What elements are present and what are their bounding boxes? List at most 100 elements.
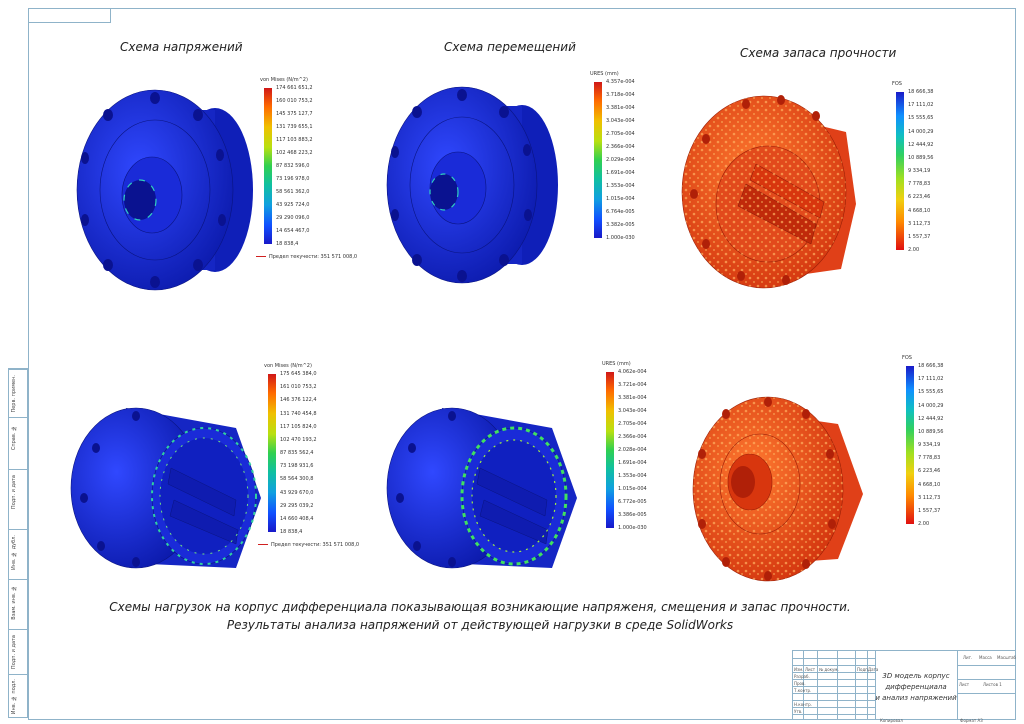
legend-value: 160 010 753,2 xyxy=(276,98,313,104)
legend-value: 14 000,29 xyxy=(908,128,934,135)
stamp-sheet: Лист xyxy=(959,682,970,687)
legend-value: 146 376 122,4 xyxy=(280,397,317,404)
legend-value: 14 660 408,4 xyxy=(280,515,314,522)
drawing-frame xyxy=(28,8,1016,720)
legend-value: 15 555,65 xyxy=(908,115,934,122)
legend-value: 4 668,10 xyxy=(918,481,941,488)
legend-value: 3.381e-004 xyxy=(606,105,635,111)
legend-value: 1.691e-004 xyxy=(606,170,635,176)
stamp-doc: № докум. xyxy=(819,667,839,672)
title-block: Изм. Лист № докум. Подп. Дата Разраб. Пр… xyxy=(792,650,1016,720)
legend-value: 3.386e-005 xyxy=(618,512,647,518)
legend-value: 43 925 724,0 xyxy=(276,202,310,208)
legend-value: 3.043e-004 xyxy=(606,118,635,124)
legend-value: 6 223,46 xyxy=(908,194,931,201)
yield-line-marker xyxy=(256,256,266,257)
legend-value: 1 557,37 xyxy=(918,507,941,514)
legend-value: 6.764e-005 xyxy=(606,209,635,215)
legend-value: 18 838,4 xyxy=(280,529,303,535)
stamp-razrab: Разраб. xyxy=(794,674,810,679)
legend-value: 1.691e-004 xyxy=(618,460,647,466)
stress-model-bottom xyxy=(70,407,261,569)
stamp-date: Дата xyxy=(868,667,879,672)
legend-value: 2.705e-004 xyxy=(618,421,647,427)
caption-line-2: Результаты анализа напряжений от действу… xyxy=(226,618,734,632)
legend-value: 2.705e-004 xyxy=(606,131,635,137)
legend-value: 29 295 039,2 xyxy=(280,502,314,509)
legend-value: 3 112,73 xyxy=(908,220,931,227)
legend-value: 12 444,92 xyxy=(908,141,934,148)
legend-value: 2.00 xyxy=(918,521,930,527)
legend-header: FOS xyxy=(892,81,902,87)
legend-value: 18 838,4 xyxy=(276,241,299,247)
legend-value: 1.000e-030 xyxy=(618,525,647,531)
legend-header: URES (mm) xyxy=(602,361,631,367)
legend-value: 145 375 127,7 xyxy=(276,111,313,117)
stamp-sign: Подп. xyxy=(857,667,870,672)
stamp-scale: Масштаб xyxy=(997,655,1017,660)
legend-value: 3.043e-004 xyxy=(618,408,647,414)
legend-value: 2.028e-004 xyxy=(618,447,647,453)
legend-value: 18 666,38 xyxy=(908,89,934,95)
legend-value: 18 666,38 xyxy=(918,363,944,369)
legend-value: 1.015e-004 xyxy=(618,486,647,492)
legend-value: 4.357e-004 xyxy=(606,79,635,85)
title-stress: Схема напряжений xyxy=(120,40,243,54)
legend-value: 117 105 824,0 xyxy=(280,423,317,430)
legend-value: 29 290 096,0 xyxy=(276,215,310,221)
legend-value: 10 889,56 xyxy=(908,154,934,161)
legend-value: 174 661 651,2 xyxy=(276,85,313,91)
legend-value: 87 835 562,4 xyxy=(280,450,314,456)
stamp-title-line-1: 3D модель корпус дифференциала xyxy=(882,672,950,691)
legend-value: 3.718e-004 xyxy=(606,92,635,98)
side-cell-4: Инв. № дубл. xyxy=(11,535,17,571)
stamp-format: Формат А3 xyxy=(960,718,983,723)
legend-header: URES (mm) xyxy=(590,71,619,77)
legend-value: 1.353e-004 xyxy=(618,473,647,479)
legend-value: 73 198 931,6 xyxy=(280,463,314,470)
title-safety: Схема запаса прочности xyxy=(740,46,897,60)
side-cell-2: Справ. № xyxy=(11,425,17,451)
side-strip: Перв. примен. Справ. № Подп. и дата Инв.… xyxy=(8,368,28,718)
yield-strength-bottom: Предел текучести: 351 571 008,0 xyxy=(258,542,359,548)
stamp-tkontr: Т.контр. xyxy=(794,688,812,693)
side-cell-7: Инв. № подл. xyxy=(11,679,17,715)
legend-value: 15 555,65 xyxy=(918,389,944,396)
stress-model-top xyxy=(76,89,253,291)
legend-value: 102 468 223,2 xyxy=(276,150,313,156)
legend-value: 9 334,19 xyxy=(908,168,931,174)
legend-value: 6 223,46 xyxy=(918,468,941,475)
legend-value: 14 000,29 xyxy=(918,402,944,409)
yield-line-marker xyxy=(258,544,268,545)
side-cell-3: Подп. и дата xyxy=(11,475,17,510)
color-bar xyxy=(906,366,914,524)
legend-value: 117 103 883,2 xyxy=(276,137,313,143)
legend-value: 9 334,19 xyxy=(918,442,941,448)
legend-header: FOS xyxy=(902,355,912,361)
legend-value: 3 112,73 xyxy=(918,494,941,501)
legend-value: 1.353e-004 xyxy=(606,183,635,189)
displacement-model-bottom xyxy=(386,407,577,569)
legend-value: 7 778,83 xyxy=(918,455,941,462)
legend-value: 131 740 454,8 xyxy=(280,410,317,417)
legend-value: 1.000e-030 xyxy=(606,235,635,241)
legend-value: 102 470 193,2 xyxy=(280,436,317,443)
legend-header: von Mises (N/m^2) xyxy=(260,77,308,83)
legend-value: 10 889,56 xyxy=(918,428,944,435)
legend-value: 131 739 655,1 xyxy=(276,124,313,130)
corner-stamp xyxy=(28,8,111,23)
legend-value: 4 668,10 xyxy=(908,207,931,214)
safety-model-bottom xyxy=(692,396,863,582)
legend-value: 17 111,02 xyxy=(918,376,944,383)
color-bar xyxy=(606,372,614,528)
yield-label: Предел текучести: 351 571 008,0 xyxy=(269,254,358,260)
legend-value: 3.382e-005 xyxy=(606,222,635,228)
legend-value: 161 010 753,2 xyxy=(280,384,317,391)
legend-header: von Mises (N/m^2) xyxy=(264,363,312,369)
side-cell-6: Подп. и дата xyxy=(11,635,17,670)
legend-value: 58 561 362,0 xyxy=(276,189,310,195)
legend-value: 2.366e-004 xyxy=(618,434,647,440)
legend-value: 73 196 978,0 xyxy=(276,176,310,182)
legend-value: 2.366e-004 xyxy=(606,144,635,150)
